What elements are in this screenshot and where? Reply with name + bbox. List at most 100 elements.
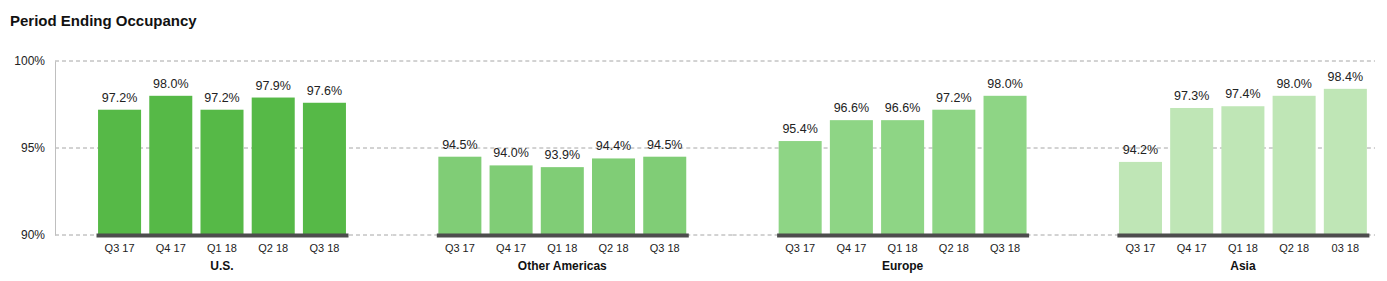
x-tick: 03 18 <box>1332 235 1360 254</box>
data-label: 94.4% <box>596 139 631 153</box>
bar <box>643 157 686 235</box>
x-tick: Q4 17 <box>156 235 186 254</box>
bar <box>1324 89 1367 235</box>
bar <box>438 157 481 235</box>
x-tick: Q1 18 <box>207 235 237 254</box>
x-tick: Q3 17 <box>1125 235 1155 254</box>
data-labels: 94.2%97.3%97.4%98.0%98.4% <box>1123 70 1363 157</box>
x-tick: Q3 17 <box>445 235 475 254</box>
grid <box>55 61 392 235</box>
x-tick-label: Q2 18 <box>258 242 288 254</box>
data-label: 96.6% <box>834 101 869 115</box>
panel: Q3 17Q4 17Q1 18Q2 18Q3 1895.4%96.6%96.6%… <box>733 61 1073 273</box>
bar <box>252 98 295 235</box>
bar <box>98 110 141 235</box>
data-label: 94.0% <box>493 146 528 160</box>
data-label: 97.3% <box>1174 89 1209 103</box>
bar <box>779 141 822 235</box>
x-tick-label: Q3 17 <box>445 242 475 254</box>
data-label: 97.2% <box>936 91 971 105</box>
data-labels: 95.4%96.6%96.6%97.2%98.0% <box>782 77 1022 136</box>
bar <box>932 110 975 235</box>
x-axis-title: Other Americas <box>518 259 607 273</box>
y-tick-label: 100% <box>14 54 45 68</box>
bars <box>1119 89 1367 235</box>
grid-line <box>1073 235 1375 236</box>
x-axis: Q3 17Q4 17Q1 18Q2 18Q3 18 <box>777 235 1029 254</box>
x-tick-label: 03 18 <box>1332 242 1360 254</box>
grid <box>1073 61 1375 235</box>
data-label: 95.4% <box>782 122 817 136</box>
data-label: 93.9% <box>545 148 580 162</box>
x-axis: Q3 17 Q4 17 Q1 18 Q2 18 Q3 18 <box>97 235 349 254</box>
data-label: 98.0% <box>1276 77 1311 91</box>
data-labels: 97.2%98.0%97.2%97.9%97.6% <box>102 77 342 105</box>
y-tick: 100% <box>14 54 55 68</box>
grid <box>392 61 732 235</box>
data-labels: 94.5% 94.0% 93.9% 94.4% 94.5% <box>442 138 682 162</box>
x-tick-label: Q2 18 <box>939 242 969 254</box>
data-label: 97.9% <box>255 79 290 93</box>
x-tick: Q2 18 <box>939 235 969 254</box>
data-label: 94.5% <box>442 138 477 152</box>
panel: Q3 17 Q4 17 Q1 18 Q2 18 03 18 94.2% 97.3% 97.4%… <box>1073 61 1375 273</box>
chart: 90% 95% 100% Q3 17 Q4 17 Q1 18 Q2 18 Q3 18 97.2%… <box>0 0 1387 281</box>
data-label: 97.2% <box>102 91 137 105</box>
data-label: 94.5% <box>647 138 682 152</box>
grid-line <box>55 235 392 236</box>
grid <box>733 61 1073 235</box>
y-axis-line <box>55 62 56 236</box>
grid-line <box>1073 61 1375 62</box>
bars <box>779 96 1027 235</box>
x-axis: Q3 17 Q4 17 Q1 18 Q2 18 03 18 <box>1117 235 1369 254</box>
x-tick: Q2 18 <box>1279 235 1309 254</box>
x-tick-label: Q4 17 <box>836 242 866 254</box>
x-tick: Q1 18 <box>547 235 577 254</box>
y-axis: 90% 95% 100% <box>14 54 55 242</box>
bar <box>303 103 346 235</box>
x-tick: Q3 18 <box>309 235 339 254</box>
bars <box>98 96 346 235</box>
bar <box>984 96 1027 235</box>
x-axis-line <box>437 234 689 238</box>
y-tick-label: 90% <box>21 228 45 242</box>
x-tick: Q3 18 <box>650 235 680 254</box>
x-axis-title: Asia <box>1230 259 1256 273</box>
x-tick: Q2 18 <box>599 235 629 254</box>
bar <box>541 167 584 235</box>
x-tick-label: Q1 18 <box>547 242 577 254</box>
y-tick-label: 95% <box>21 141 45 155</box>
title: Period Ending Occupancy <box>10 12 197 29</box>
x-axis-title: U.S. <box>210 259 233 273</box>
x-tick-label: Q3 17 <box>105 242 135 254</box>
x-tick: Q3 17 <box>785 235 815 254</box>
bar <box>200 110 243 235</box>
x-axis-line <box>1117 234 1369 238</box>
data-label: 98.0% <box>153 77 188 91</box>
x-axis-title: Europe <box>882 259 924 273</box>
x-tick-label: Q3 17 <box>785 242 815 254</box>
data-label: 97.6% <box>307 84 342 98</box>
x-tick: Q3 17 <box>105 235 135 254</box>
data-label: 96.6% <box>885 101 920 115</box>
data-label: 94.2% <box>1123 143 1158 157</box>
bar <box>830 120 873 235</box>
bar <box>1273 96 1316 235</box>
y-tick: 95% <box>21 141 55 155</box>
x-tick: Q3 18 <box>990 235 1020 254</box>
bar <box>881 120 924 235</box>
data-label: 97.4% <box>1225 87 1260 101</box>
y-tick: 90% <box>21 228 55 242</box>
grid-line <box>733 61 1073 62</box>
x-tick: Q4 17 <box>496 235 526 254</box>
bar <box>1119 162 1162 235</box>
bar <box>592 158 635 235</box>
grid-line <box>392 61 732 62</box>
x-tick-label: Q4 17 <box>1177 242 1207 254</box>
x-axis: Q3 17 Q4 17 Q1 18 Q2 18 Q3 18 <box>437 235 689 254</box>
x-axis-line <box>97 234 349 238</box>
x-tick-label: Q2 18 <box>599 242 629 254</box>
x-tick-label: Q1 18 <box>1228 242 1258 254</box>
grid-line <box>392 235 732 236</box>
x-tick: Q4 17 <box>836 235 866 254</box>
